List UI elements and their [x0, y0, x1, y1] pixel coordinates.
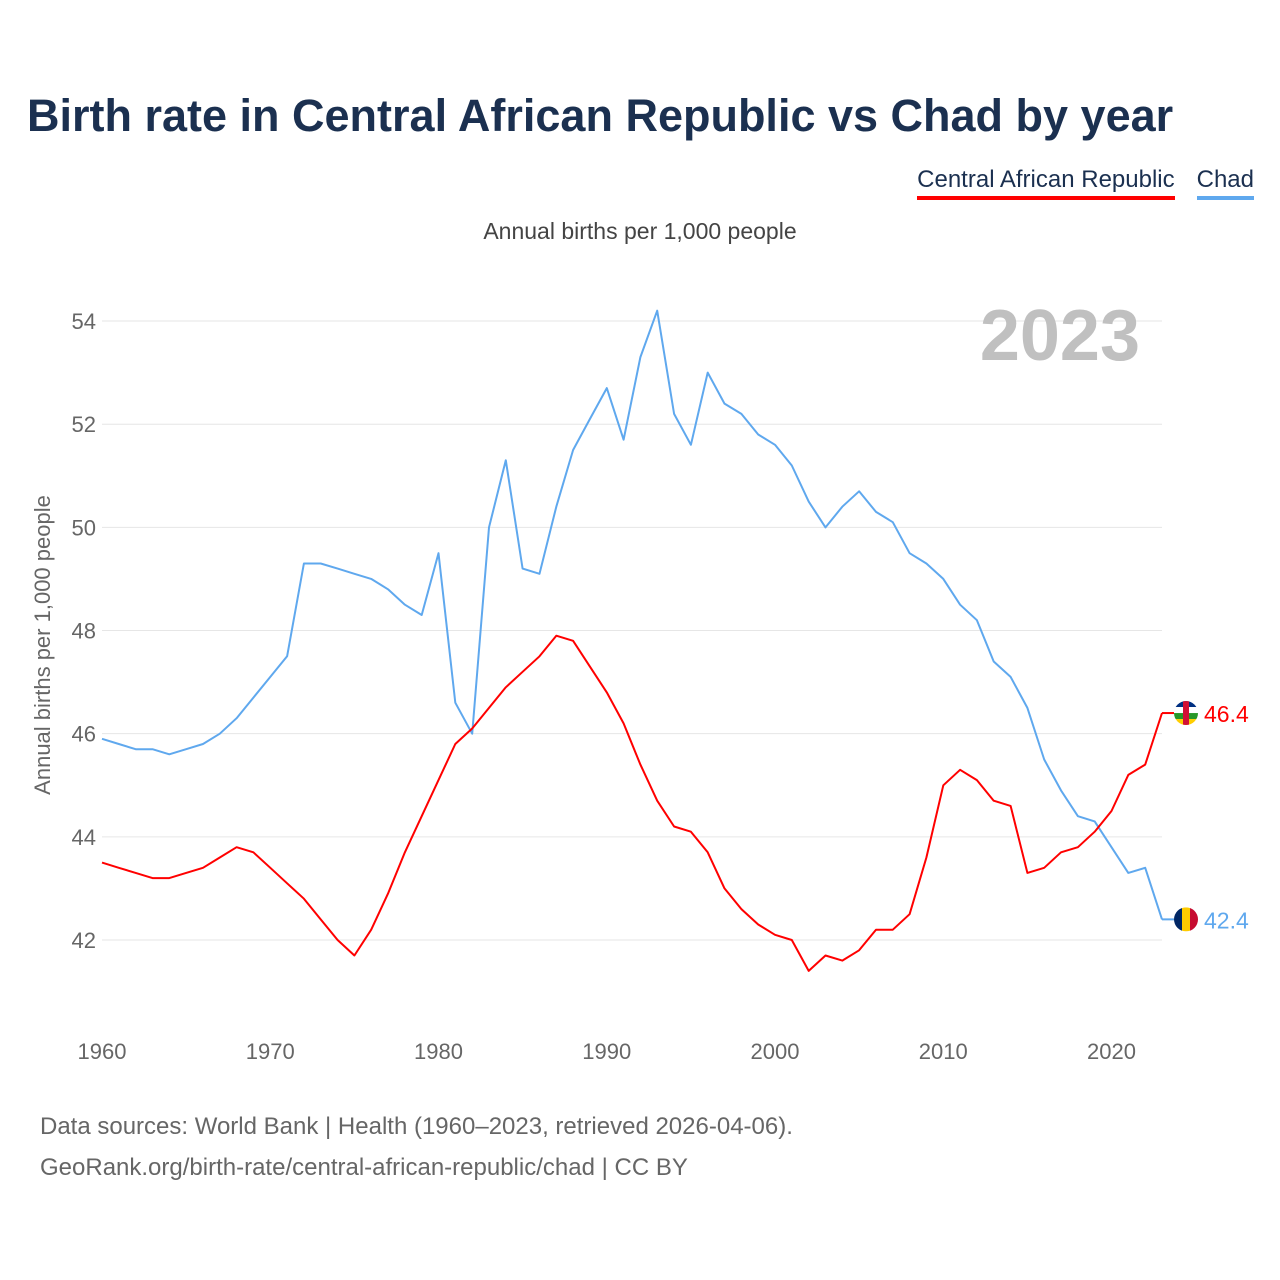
y-tick-label: 42 — [72, 928, 96, 953]
chart-subtitle: Annual births per 1,000 people — [483, 218, 797, 244]
year-watermark: 2023 — [980, 296, 1140, 376]
x-tick-label: 1990 — [582, 1039, 631, 1064]
legend: Central African Republic Chad — [917, 166, 1254, 200]
footer: Data sources: World Bank | Health (1960–… — [40, 1106, 793, 1188]
x-tick-label: 2020 — [1087, 1039, 1136, 1064]
end-value-label: 42.4 — [1204, 907, 1249, 933]
y-tick-label: 50 — [72, 515, 96, 540]
y-tick-label: 54 — [72, 309, 96, 334]
x-tick-label: 1960 — [78, 1039, 127, 1064]
end-value-label: 46.4 — [1204, 701, 1249, 727]
x-tick-label: 2000 — [751, 1039, 800, 1064]
flag-car-icon — [1174, 701, 1198, 726]
x-tick-label: 2010 — [919, 1039, 968, 1064]
x-tick-label: 1980 — [414, 1039, 463, 1064]
y-axis-label: Annual births per 1,000 people — [30, 495, 55, 795]
legend-item-car[interactable]: Central African Republic — [917, 166, 1175, 200]
x-tick-label: 1970 — [246, 1039, 295, 1064]
y-tick-label: 48 — [72, 619, 96, 644]
legend-item-chad[interactable]: Chad — [1196, 166, 1254, 200]
series-line-car — [101, 634, 1163, 972]
y-tick-label: 44 — [72, 825, 96, 850]
flag-chad-icon — [1174, 907, 1198, 932]
y-tick-label: 46 — [72, 722, 96, 747]
source-text: Data sources: World Bank | Health (1960–… — [40, 1113, 793, 1140]
source-link[interactable]: GeoRank.org/birth-rate/central-african-r… — [40, 1154, 688, 1181]
chart-title: Birth rate in Central African Republic v… — [27, 90, 1174, 141]
series-line-chad — [101, 309, 1163, 920]
y-tick-label: 52 — [72, 412, 96, 437]
